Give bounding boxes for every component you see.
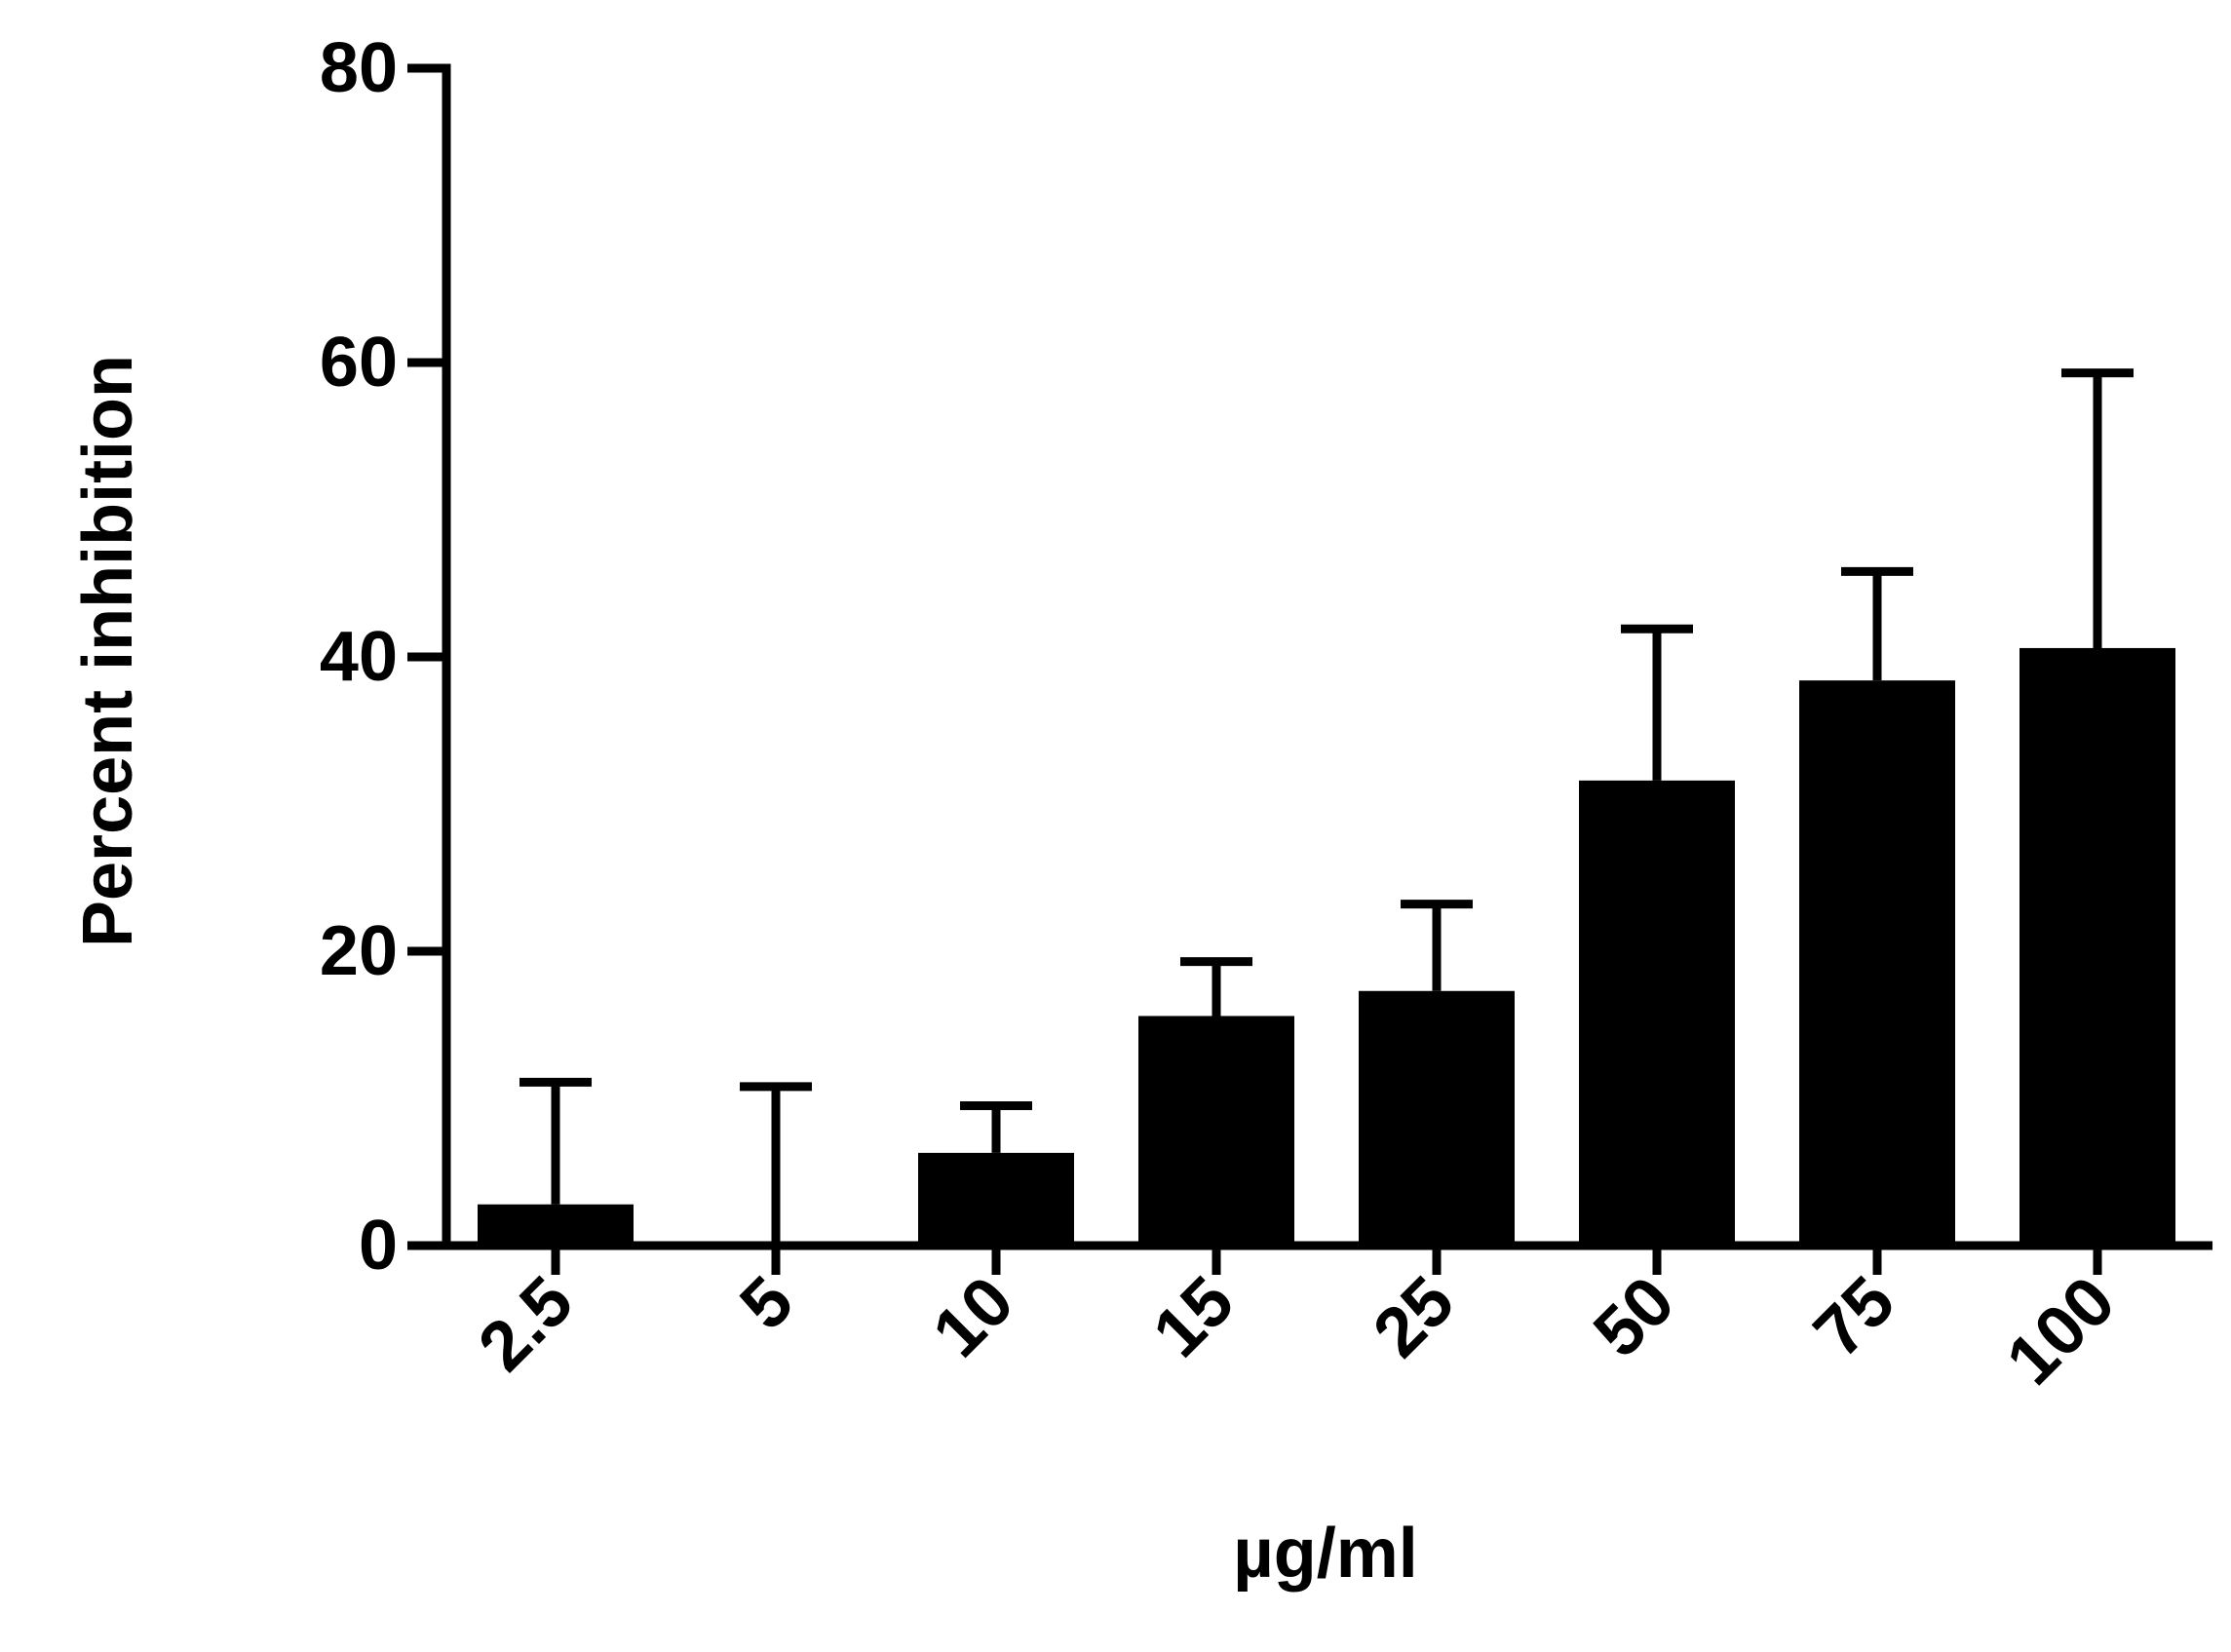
bar-75 — [1799, 680, 1955, 1246]
y-tick-label: 60 — [320, 324, 398, 402]
y-tick-label: 40 — [320, 618, 398, 696]
y-tick-label: 20 — [320, 912, 398, 990]
y-ticks-layer: 0 20 40 60 80 — [320, 29, 446, 1285]
x-tick-label: 5 — [725, 1262, 808, 1345]
y-axis-title: Percent inhibition — [69, 355, 147, 947]
x-ticks-layer: 2.5 5 10 15 25 50 75 100 — [464, 1246, 2130, 1400]
bar-2.5 — [478, 1204, 634, 1246]
x-tick-label: 100 — [1992, 1262, 2131, 1401]
x-tick-label: 50 — [1579, 1262, 1689, 1372]
error-bars-layer — [519, 368, 2134, 1243]
y-tick-label: 0 — [359, 1207, 398, 1285]
x-tick-label: 10 — [918, 1262, 1028, 1372]
x-tick-label: 2.5 — [464, 1262, 588, 1386]
x-tick-label: 75 — [1799, 1262, 1909, 1372]
bar-15 — [1138, 1016, 1294, 1246]
y-tick-label: 80 — [320, 29, 398, 107]
bars-layer — [478, 647, 2175, 1246]
bar-50 — [1579, 780, 1735, 1246]
x-axis-title: µg/ml — [1233, 1515, 1418, 1593]
bar-10 — [918, 1152, 1074, 1246]
bar-100 — [2019, 647, 2175, 1246]
bar-25 — [1359, 990, 1515, 1246]
x-tick-label: 25 — [1359, 1262, 1469, 1372]
x-tick-label: 15 — [1138, 1262, 1249, 1372]
